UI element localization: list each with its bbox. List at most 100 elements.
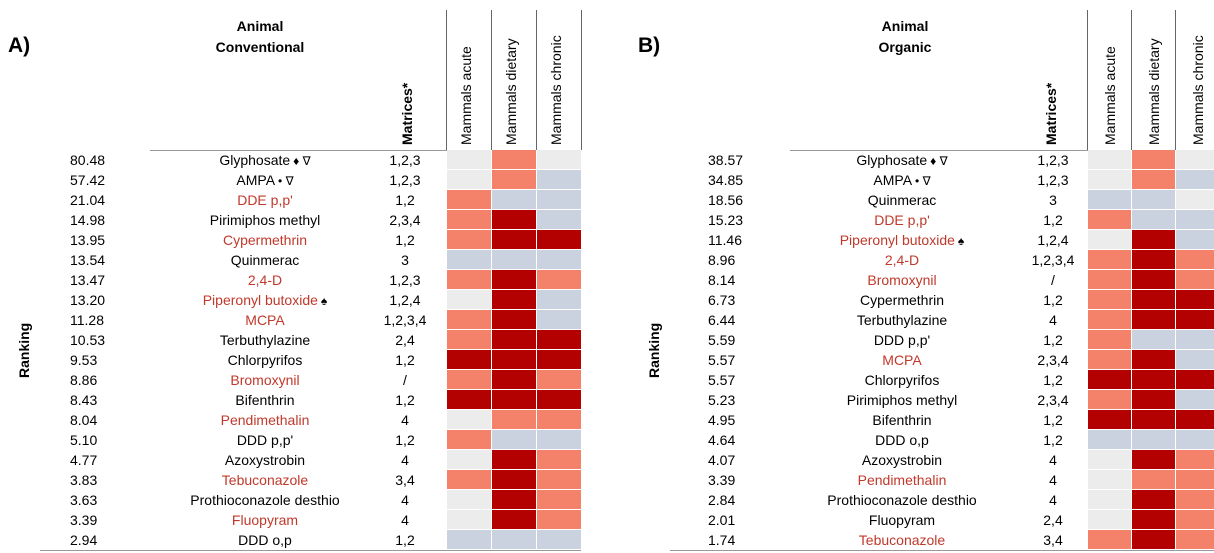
acute-cell <box>447 230 492 250</box>
dietary-cell <box>492 470 537 490</box>
pesticide-name: Pendimethalin <box>220 412 310 428</box>
chronic-cell <box>1176 330 1214 350</box>
matrices-value: 1,2 <box>395 532 415 548</box>
panel-label: A) <box>8 34 31 57</box>
pesticide-name: Bromoxynil <box>230 372 300 388</box>
pesticide-name-cell: AMPA • ∇ <box>802 170 1002 190</box>
ranking-score: 10.53 <box>70 332 106 348</box>
table-row: 6.44 Terbuthylazine 4 <box>630 310 1214 330</box>
matrices-value: 4 <box>401 452 409 468</box>
ranking-score: 6.73 <box>708 292 736 308</box>
dietary-cell <box>492 410 537 430</box>
acute-cell <box>447 490 492 510</box>
chronic-cell <box>537 450 582 470</box>
table-row: 8.04 Pendimethalin 4 <box>0 410 600 430</box>
acute-cell <box>1088 370 1132 390</box>
ranking-score: 3.39 <box>70 512 98 528</box>
dietary-cell <box>492 510 537 530</box>
ranking-score: 38.57 <box>708 152 744 168</box>
table-row: 8.86 Bromoxynil / <box>0 370 600 390</box>
pesticide-name: Glyphosate <box>856 152 928 168</box>
dietary-cell <box>492 230 537 250</box>
acute-cell <box>447 310 492 330</box>
table-row: 5.59 DDD p,p' 1,2 <box>630 330 1214 350</box>
pesticide-name-cell: AMPA • ∇ <box>165 170 365 190</box>
chronic-cell <box>1176 410 1214 430</box>
ranking-score: 8.96 <box>708 252 736 268</box>
dietary-cell <box>1132 410 1176 430</box>
table-row: 34.85 AMPA • ∇ 1,2,3 <box>630 170 1214 190</box>
chronic-cell <box>537 490 582 510</box>
chronic-cell <box>1176 250 1214 270</box>
matrices-value: / <box>1051 272 1055 288</box>
acute-cell <box>1088 350 1132 370</box>
acute-cell <box>1088 410 1132 430</box>
dietary-cell <box>492 530 537 550</box>
matrices-value: 1,2,3,4 <box>383 312 427 328</box>
dietary-cell <box>492 490 537 510</box>
table-row: 8.14 Bromoxynil / <box>630 270 1214 290</box>
bottom-rule <box>40 550 581 551</box>
marker-symbol: ♠ <box>957 234 965 248</box>
ranking-score: 21.04 <box>70 192 106 208</box>
pesticide-name: DDD o,p <box>875 432 929 448</box>
matrices-value: 1,2 <box>395 192 415 208</box>
pesticide-name: Bifenthrin <box>872 412 932 428</box>
chronic-cell <box>537 470 582 490</box>
table-row: 13.47 2,4-D 1,2,3 <box>0 270 600 290</box>
matrices-value: 3,4 <box>395 472 415 488</box>
pesticide-name: Pirimiphos methyl <box>209 212 321 228</box>
pesticide-name-cell: 2,4-D <box>165 270 365 290</box>
matrices-value: 4 <box>1049 452 1057 468</box>
dietary-cell <box>1132 210 1176 230</box>
dietary-cell <box>492 270 537 290</box>
acute-cell <box>447 330 492 350</box>
ranking-score: 14.98 <box>70 212 106 228</box>
ranking-table: 80.48 Glyphosate ♦ ∇ 1,2,3 57.42 AMPA • ∇ 1,2,3… <box>0 150 600 550</box>
pesticide-name-cell: MCPA <box>802 350 1002 370</box>
title-line2: Conventional <box>215 39 305 55</box>
header-divider <box>491 10 492 150</box>
matrices-value: 1,2 <box>1043 412 1063 428</box>
chronic-cell <box>537 150 582 170</box>
table-row: 13.95 Cypermethrin 1,2 <box>0 230 600 250</box>
acute-cell <box>1088 290 1132 310</box>
dietary-cell <box>1132 250 1176 270</box>
table-row: 11.28 MCPA 1,2,3,4 <box>0 310 600 330</box>
pesticide-name: Tebuconazole <box>221 472 309 488</box>
pesticide-name-cell: Azoxystrobin <box>802 450 1002 470</box>
table-row: 13.54 Quinmerac 3 <box>0 250 600 270</box>
pesticide-name: Piperonyl butoxide <box>839 232 955 248</box>
acute-cell <box>1088 310 1132 330</box>
header-rule <box>150 150 581 151</box>
chronic-cell <box>537 270 582 290</box>
pesticide-name: DDE p,p' <box>237 192 293 208</box>
chronic-cell <box>1176 530 1214 550</box>
chronic-cell <box>1176 470 1214 490</box>
matrices-value: 1,2,3 <box>1037 172 1069 188</box>
chronic-cell <box>1176 510 1214 530</box>
marker-symbol: ♦ ∇ <box>293 154 311 168</box>
pesticide-name: AMPA <box>873 172 913 188</box>
pesticide-name-cell: Prothioconazole desthio <box>802 490 1002 510</box>
pesticide-name-cell: Pirimiphos methyl <box>165 210 365 230</box>
table-row: 2.01 Fluopyram 2,4 <box>630 510 1214 530</box>
chronic-cell <box>537 330 582 350</box>
dietary-cell <box>1132 430 1176 450</box>
table-row: 8.43 Bifenthrin 1,2 <box>0 390 600 410</box>
ranking-score: 2.94 <box>70 532 98 548</box>
table-row: 8.96 2,4-D 1,2,3,4 <box>630 250 1214 270</box>
ranking-score: 4.77 <box>70 452 98 468</box>
acute-cell <box>1088 250 1132 270</box>
matrices-value: 4 <box>401 412 409 428</box>
ranking-score: 5.57 <box>708 372 736 388</box>
pesticide-name: Bromoxynil <box>867 272 937 288</box>
ranking-score: 2.01 <box>708 512 736 528</box>
ranking-score: 4.07 <box>708 452 736 468</box>
acute-cell <box>1088 430 1132 450</box>
chronic-cell <box>1176 150 1214 170</box>
bottom-rule <box>670 550 1214 551</box>
acute-cell <box>447 150 492 170</box>
ranking-score: 15.23 <box>708 212 744 228</box>
dietary-cell <box>1132 370 1176 390</box>
